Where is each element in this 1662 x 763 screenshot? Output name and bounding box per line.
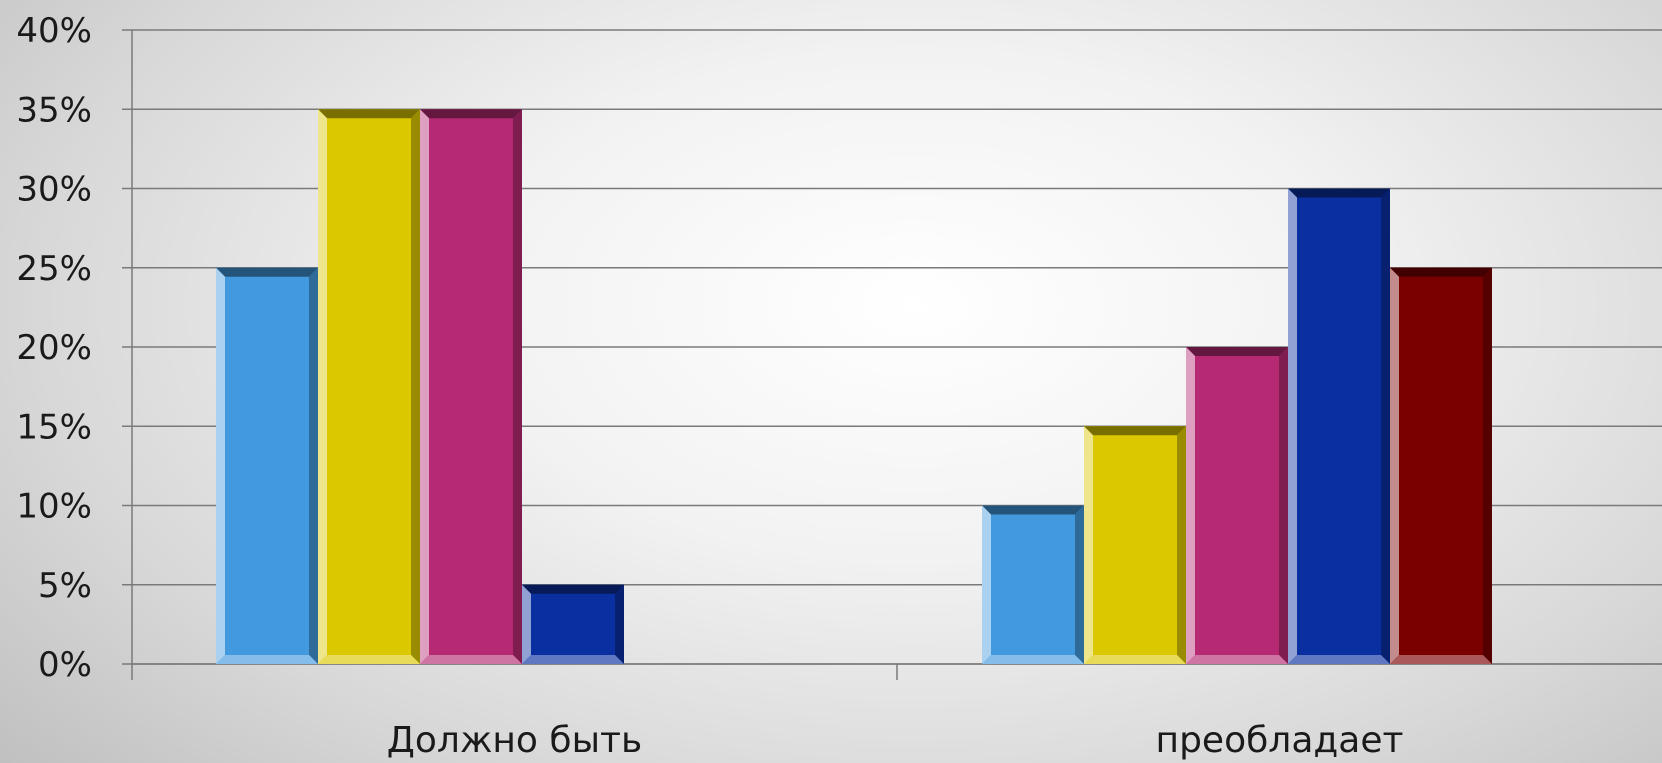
- bar: [318, 109, 420, 664]
- bar-body: [522, 584, 624, 664]
- bar-body: [1288, 188, 1390, 664]
- bar-bevel-bottom: [1390, 655, 1492, 664]
- y-tick-label: 5%: [38, 566, 92, 606]
- bar-bevel-left: [982, 505, 991, 664]
- bar-bevel-top: [420, 109, 522, 119]
- y-tick-label: 30%: [16, 170, 92, 210]
- y-tick-label: 15%: [16, 407, 92, 447]
- bar-bevel-top: [1288, 188, 1390, 198]
- bar-bevel-top: [216, 267, 318, 277]
- bars: [216, 109, 1492, 664]
- x-category-label: преобладает: [1156, 720, 1404, 761]
- bar-bevel-left: [1288, 188, 1297, 664]
- y-tick-label: 0%: [38, 645, 92, 685]
- bar-bevel-bottom: [982, 655, 1084, 664]
- bar: [1390, 267, 1492, 664]
- bar-bevel-left: [420, 109, 429, 664]
- y-tick-label: 35%: [16, 90, 92, 130]
- bar-bevel-top: [318, 109, 420, 119]
- bar-bevel-right: [513, 109, 522, 664]
- bar: [216, 267, 318, 664]
- bar-bevel-top: [1084, 426, 1186, 436]
- y-tick-label: 40%: [16, 11, 92, 51]
- y-tick-label: 25%: [16, 249, 92, 289]
- bar-bevel-right: [309, 267, 318, 664]
- bar-body: [982, 505, 1084, 664]
- bar-bevel-bottom: [216, 655, 318, 664]
- bar-body: [216, 267, 318, 664]
- bar-body: [1186, 347, 1288, 664]
- bar-bevel-right: [1483, 267, 1492, 664]
- bar: [522, 584, 624, 664]
- bar-bevel-left: [1186, 347, 1195, 664]
- bar-bevel-bottom: [522, 655, 624, 664]
- bar-bevel-right: [1177, 426, 1186, 664]
- bar-bevel-top: [522, 584, 624, 594]
- x-category-label: Должно быть: [387, 720, 642, 761]
- bar-bevel-bottom: [318, 655, 420, 664]
- bar-bevel-top: [1390, 267, 1492, 277]
- bar: [1084, 426, 1186, 664]
- y-tick-label: 10%: [16, 487, 92, 527]
- bar: [1186, 347, 1288, 664]
- bar-body: [1084, 426, 1186, 664]
- bar-bevel-bottom: [1084, 655, 1186, 664]
- labels: 0% 5% 10% 15% 20% 25% 30% 35% 40% Должно быть прео…: [16, 11, 1403, 761]
- bar-bevel-left: [1390, 267, 1399, 664]
- bar-bevel-left: [216, 267, 225, 664]
- bar: [982, 505, 1084, 664]
- bar: [420, 109, 522, 664]
- bar-bevel-right: [1381, 188, 1390, 664]
- bar-bevel-top: [1186, 347, 1288, 356]
- bar-bevel-bottom: [1186, 655, 1288, 664]
- bar-bevel-left: [1084, 426, 1093, 664]
- bar-bevel-right: [411, 109, 420, 664]
- bar-body: [420, 109, 522, 664]
- bar-bevel-right: [1075, 505, 1084, 664]
- bar-bevel-right: [615, 584, 624, 664]
- bar-bevel-left: [522, 584, 531, 664]
- bar-bevel-top: [982, 505, 1084, 515]
- bar-bevel-left: [318, 109, 327, 664]
- bar-bevel-bottom: [420, 655, 522, 664]
- bar-body: [318, 109, 420, 664]
- bar-body: [1390, 267, 1492, 664]
- bar-bevel-bottom: [1288, 655, 1390, 664]
- bar: [1288, 188, 1390, 664]
- y-tick-label: 20%: [16, 328, 92, 368]
- bar-bevel-right: [1279, 347, 1288, 664]
